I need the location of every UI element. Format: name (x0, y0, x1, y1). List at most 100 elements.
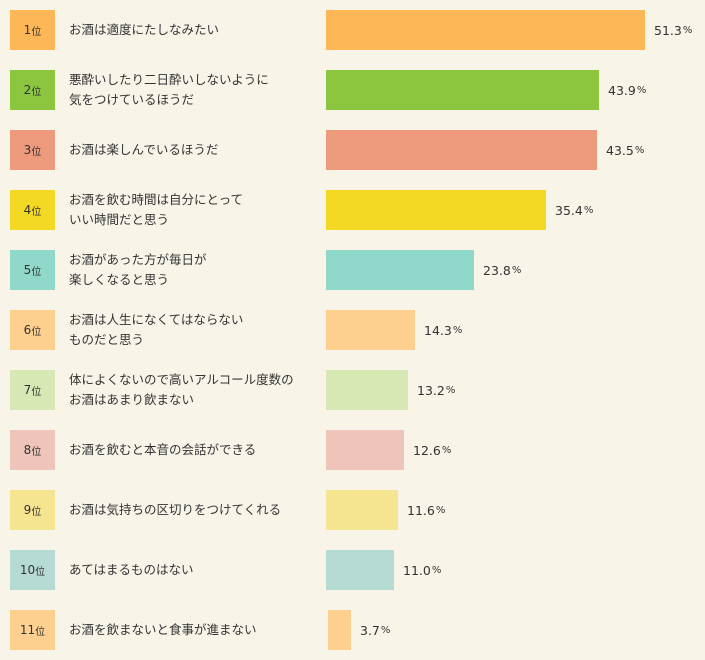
value-percent-sign: % (431, 564, 442, 576)
value-number: 11.0 (403, 562, 431, 578)
rank-suffix: 位 (31, 506, 42, 518)
rank-number: 10 (19, 563, 36, 577)
value-number: 12.6 (413, 442, 441, 458)
value-percent-sign: % (452, 324, 463, 336)
category-label: お酒があった方が毎日が 楽しくなると思う (69, 252, 207, 287)
value-number: 13.2 (417, 382, 445, 398)
value-percent-sign: % (441, 444, 452, 456)
rank-number: 5 (23, 263, 32, 277)
category-label: お酒を飲まないと食事が進まない (69, 622, 257, 637)
value-percent-sign: % (682, 24, 693, 36)
rank-suffix: 位 (31, 146, 42, 158)
value-number: 51.3 (654, 22, 682, 38)
category-label: お酒は気持ちの区切りをつけてくれる (69, 502, 282, 517)
rank-number: 1 (23, 23, 32, 37)
chart-row: 2 位悪酔いしたり二日酔いしないように 気をつけているほうだ 43.9% (0, 60, 705, 120)
rank-number: 2 (23, 83, 32, 97)
chart-row: 7 位体によくないので高いアルコール度数の お酒はあまり飲まない 13.2% (0, 360, 705, 420)
value-percent-sign: % (634, 144, 645, 156)
value-label: 23.8% (483, 250, 521, 290)
value-number: 11.6 (407, 502, 435, 518)
chart-row: 3 位お酒は楽しんでいるほうだ 43.5% (0, 120, 705, 180)
chart-row: 9 位お酒は気持ちの区切りをつけてくれる 11.6% (0, 480, 705, 540)
rank-suffix: 位 (31, 26, 42, 38)
rank-suffix: 位 (31, 266, 42, 278)
value-number: 23.8 (483, 262, 511, 278)
value-label: 43.5% (606, 130, 644, 170)
rank-number: 4 (23, 203, 32, 217)
bar (326, 370, 408, 410)
value-percent-sign: % (435, 504, 446, 516)
category-label: お酒は適度にたしなみたい (69, 22, 220, 37)
value-label: 13.2% (417, 370, 455, 410)
category-label: 体によくないので高いアルコール度数の お酒はあまり飲まない (69, 372, 294, 407)
bar (326, 490, 398, 530)
value-percent-sign: % (583, 204, 594, 216)
rank-number: 8 (23, 443, 32, 457)
chart-row: 1 位お酒は適度にたしなみたい 51.3% (0, 0, 705, 60)
value-number: 43.5 (606, 142, 634, 158)
category-label: お酒は楽しんでいるほうだ (69, 142, 219, 157)
value-label: 51.3% (654, 10, 692, 50)
rank-suffix: 位 (35, 626, 46, 638)
rank-suffix: 位 (31, 386, 42, 398)
rank-number: 9 (23, 503, 32, 517)
chart-row: 6 位お酒は人生になくてはならない ものだと思う 14.3% (0, 300, 705, 360)
rank-number: 6 (23, 323, 32, 337)
rank-suffix: 位 (31, 206, 42, 218)
chart-row: 11 位お酒を飲まないと食事が進まない 3.7% (0, 600, 705, 660)
value-label: 43.9% (608, 70, 646, 110)
rank-number: 3 (23, 143, 32, 157)
value-percent-sign: % (380, 624, 391, 636)
bar (326, 190, 546, 230)
chart-row: 4 位お酒を飲む時間は自分にとって いい時間だと思う 35.4% (0, 180, 705, 240)
bar (326, 430, 404, 470)
value-percent-sign: % (445, 384, 456, 396)
rank-number: 11 (19, 623, 36, 637)
rank-suffix: 位 (35, 566, 46, 578)
category-label: お酒を飲む時間は自分にとって いい時間だと思う (69, 192, 244, 227)
chart-row: 5 位お酒があった方が毎日が 楽しくなると思う 23.8% (0, 240, 705, 300)
value-number: 14.3 (424, 322, 452, 338)
bar (326, 130, 597, 170)
category-label: あてはまるものはない (69, 562, 194, 577)
category-label: お酒は人生になくてはならない ものだと思う (69, 312, 244, 347)
value-label: 3.7% (360, 610, 390, 650)
rank-number: 7 (23, 383, 32, 397)
rank-suffix: 位 (31, 86, 42, 98)
chart-row: 10 位あてはまるものはない 11.0% (0, 540, 705, 600)
bar (326, 550, 394, 590)
bar (328, 610, 351, 650)
value-label: 14.3% (424, 310, 462, 350)
chart-row: 8 位お酒を飲むと本音の会話ができる 12.6% (0, 420, 705, 480)
value-number: 43.9 (608, 82, 636, 98)
bar (326, 310, 415, 350)
rank-badge: 10 位 (10, 550, 55, 590)
bar (326, 10, 645, 50)
category-label: お酒を飲むと本音の会話ができる (69, 442, 257, 457)
rank-suffix: 位 (31, 446, 42, 458)
value-label: 12.6% (413, 430, 451, 470)
value-percent-sign: % (511, 264, 522, 276)
value-percent-sign: % (636, 84, 647, 96)
bar (326, 70, 599, 110)
value-label: 11.0% (403, 550, 441, 590)
rank-badge: 11 位 (10, 610, 55, 650)
value-number: 3.7 (360, 622, 380, 638)
value-number: 35.4 (555, 202, 583, 218)
category-label: 悪酔いしたり二日酔いしないように 気をつけているほうだ (69, 72, 269, 107)
value-label: 11.6% (407, 490, 445, 530)
rank-suffix: 位 (31, 326, 42, 338)
bar (326, 250, 474, 290)
value-label: 35.4% (555, 190, 593, 230)
